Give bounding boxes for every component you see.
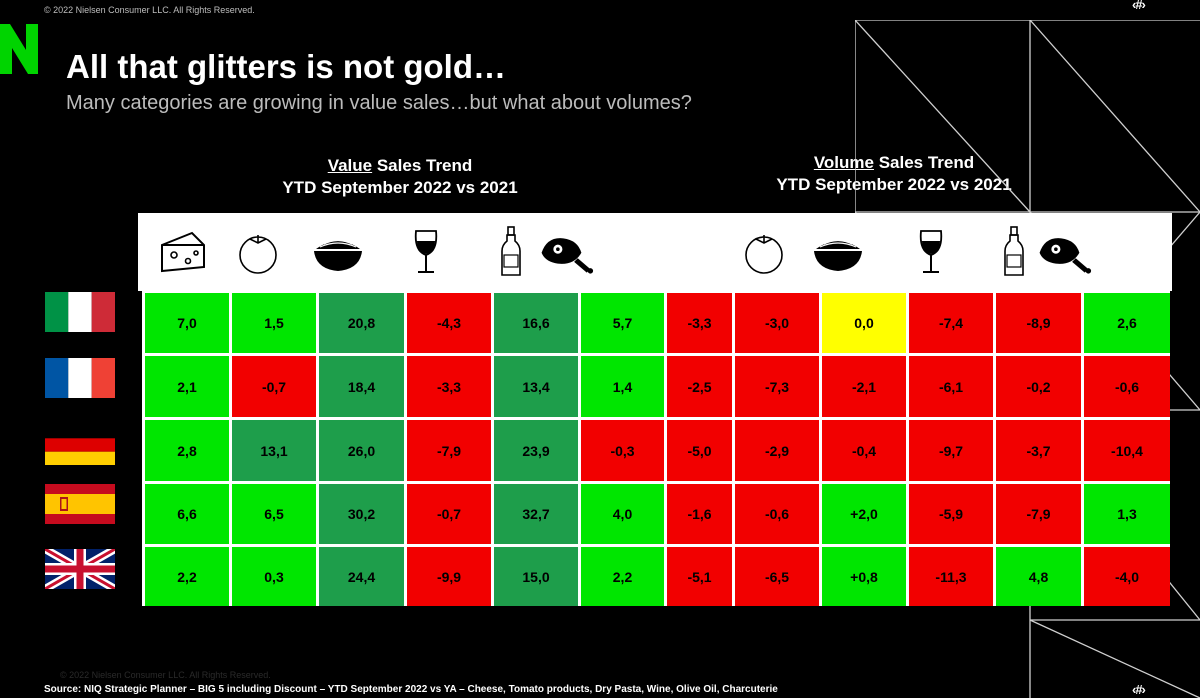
slide-number-top: ‹#› (1132, 0, 1146, 12)
heatmap-cell: 5,7 (581, 293, 664, 353)
heatmap-cell: -7,4 (909, 293, 993, 353)
heatmap-cell: 23,9 (494, 420, 578, 481)
heatmap-cell: -1,6 (667, 484, 732, 544)
heatmap-cell: 26,0 (319, 420, 404, 481)
olive-oil-icon (1004, 226, 1024, 276)
heatmap-cell: 4,0 (581, 484, 664, 544)
heatmap-cell: -2,5 (667, 356, 732, 417)
heatmap-cell: 2,2 (145, 547, 229, 606)
heatmap-cell: -0,7 (232, 356, 316, 417)
tomato-icon (239, 235, 277, 274)
cheese-icon (161, 231, 205, 273)
value-heading-line2: YTD September 2022 vs 2021 (282, 178, 518, 197)
volume-heading-line2: YTD September 2022 vs 2021 (776, 175, 1012, 194)
copyright-text: © 2022 Nielsen Consumer LLC. All Rights … (44, 5, 255, 15)
italy-flag (45, 292, 115, 332)
heatmap-cell: -9,7 (909, 420, 993, 481)
heatmap-cell: -0,3 (581, 420, 664, 481)
heatmap-cell: -3,7 (996, 420, 1081, 481)
heatmap-cell: -0,4 (822, 420, 906, 481)
heatmap-cell: -3,0 (735, 293, 819, 353)
heatmap-cell: 1,5 (232, 293, 316, 353)
heatmap-cell: 6,5 (232, 484, 316, 544)
heatmap-cell: -4,3 (407, 293, 491, 353)
heatmap-cell: 24,4 (319, 547, 404, 606)
pasta-icon (314, 239, 362, 271)
heatmap-cell: 2,6 (1084, 293, 1170, 353)
heatmap-cell: 13,4 (494, 356, 578, 417)
source-note: Source: NIQ Strategic Planner – BIG 5 in… (44, 684, 778, 695)
heatmap-grid: 7,0 1,5 20,8 -4,3 16,6 5,7 -3,3 -3,0 0,0 -7,4 -8,9… (142, 290, 1170, 606)
nielsen-logo (0, 24, 38, 74)
heatmap-cell: 2,2 (581, 547, 664, 606)
heatmap-cell: 16,6 (494, 293, 578, 353)
category-icon-band (138, 213, 1172, 291)
value-heading: Value Sales Trend YTD September 2022 vs … (250, 155, 550, 199)
heatmap-cell: 6,6 (145, 484, 229, 544)
heatmap-cell: 30,2 (319, 484, 404, 544)
wine-icon (919, 230, 943, 273)
ghost-copyright: © 2022 Nielsen Consumer LLC. All Rights … (60, 670, 271, 680)
heatmap-cell: -5,1 (667, 547, 732, 606)
value-heading-underlined: Value (327, 156, 373, 175)
heatmap-cell: -2,1 (822, 356, 906, 417)
heatmap-cell: -4,0 (1084, 547, 1170, 606)
volume-heading: Volume Sales Trend YTD September 2022 vs… (744, 152, 1044, 196)
heatmap-cell: 1,4 (581, 356, 664, 417)
heatmap-cell: 20,8 (319, 293, 404, 353)
heatmap-cell: 4,8 (996, 547, 1081, 606)
heatmap-cell: -6,1 (909, 356, 993, 417)
heatmap-cell: 32,7 (494, 484, 578, 544)
heatmap-cell: -7,9 (996, 484, 1081, 544)
olive-oil-icon (501, 226, 521, 276)
tomato-icon (745, 235, 783, 274)
heatmap-cell: 0,3 (232, 547, 316, 606)
charcuterie-icon (1039, 238, 1092, 274)
heatmap-cell: -7,3 (735, 356, 819, 417)
heatmap-cell: -7,9 (407, 420, 491, 481)
heatmap-cell: -6,5 (735, 547, 819, 606)
value-heading-rest: Sales Trend (372, 156, 473, 175)
spain-flag (45, 484, 115, 524)
heatmap-cell: -3,3 (407, 356, 491, 417)
charcuterie-icon (541, 238, 594, 274)
heatmap-cell: 2,8 (145, 420, 229, 481)
pasta-icon (814, 239, 862, 271)
slide-number-bottom: ‹#› (1132, 682, 1146, 697)
heatmap-cell: 1,3 (1084, 484, 1170, 544)
heatmap-cell: -3,3 (667, 293, 732, 353)
heatmap-cell: 7,0 (145, 293, 229, 353)
heatmap-cell: -0,7 (407, 484, 491, 544)
heatmap-cell: -9,9 (407, 547, 491, 606)
heatmap-cell: -5,9 (909, 484, 993, 544)
heatmap-cell: -2,9 (735, 420, 819, 481)
heatmap-cell: -8,9 (996, 293, 1081, 353)
heatmap-cell: -0,2 (996, 356, 1081, 417)
heatmap-cell: 0,0 (822, 293, 906, 353)
heatmap-cell: 13,1 (232, 420, 316, 481)
heatmap-cell: 15,0 (494, 547, 578, 606)
uk-flag (45, 549, 115, 589)
heatmap-cell: 18,4 (319, 356, 404, 417)
heatmap-cell: -0,6 (1084, 356, 1170, 417)
page-title: All that glitters is not gold… (66, 48, 506, 85)
page-subtitle: Many categories are growing in value sal… (66, 92, 692, 114)
heatmap-cell: +0,8 (822, 547, 906, 606)
volume-heading-underlined: Volume (813, 153, 874, 172)
heatmap-cell: -10,4 (1084, 420, 1170, 481)
heatmap-cell: -0,6 (735, 484, 819, 544)
germany-flag (45, 425, 115, 465)
france-flag (45, 358, 115, 398)
heatmap-cell: -5,0 (667, 420, 732, 481)
wine-icon (414, 230, 438, 273)
heatmap-cell: 2,1 (145, 356, 229, 417)
volume-heading-rest: Sales Trend (873, 153, 975, 172)
heatmap-cell: +2,0 (822, 484, 906, 544)
heatmap-cell: -11,3 (909, 547, 993, 606)
